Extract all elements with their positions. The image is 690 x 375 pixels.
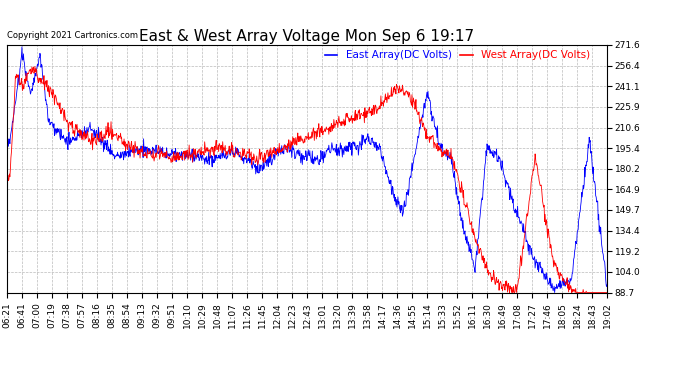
East Array(DC Volts) [264, 158, 272, 162]
Text: Copyright 2021 Cartronics.com: Copyright 2021 Cartronics.com [7, 31, 138, 40]
East Array(DC Volts) [551, 290, 559, 295]
East Array(DC Volts) [319, 149, 327, 154]
West Array(DC Volts) [319, 133, 327, 137]
West Array(DC Volts) [3, 175, 11, 179]
Legend: East Array(DC Volts), West Array(DC Volts): East Array(DC Volts), West Array(DC Volt… [325, 50, 590, 60]
West Array(DC Volts) [506, 290, 514, 295]
West Array(DC Volts) [603, 290, 611, 295]
East Array(DC Volts) [18, 45, 26, 49]
East Array(DC Volts) [331, 150, 339, 154]
Line: West Array(DC Volts): West Array(DC Volts) [7, 66, 607, 292]
West Array(DC Volts) [104, 135, 112, 140]
West Array(DC Volts) [31, 64, 39, 69]
West Array(DC Volts) [206, 148, 214, 153]
East Array(DC Volts) [83, 125, 91, 130]
East Array(DC Volts) [104, 145, 112, 149]
East Array(DC Volts) [206, 155, 214, 160]
West Array(DC Volts) [331, 122, 339, 126]
West Array(DC Volts) [264, 150, 272, 154]
East Array(DC Volts) [603, 282, 611, 287]
East Array(DC Volts) [3, 138, 11, 143]
West Array(DC Volts) [83, 132, 91, 137]
Title: East & West Array Voltage Mon Sep 6 19:17: East & West Array Voltage Mon Sep 6 19:1… [139, 29, 475, 44]
Line: East Array(DC Volts): East Array(DC Volts) [7, 47, 607, 292]
